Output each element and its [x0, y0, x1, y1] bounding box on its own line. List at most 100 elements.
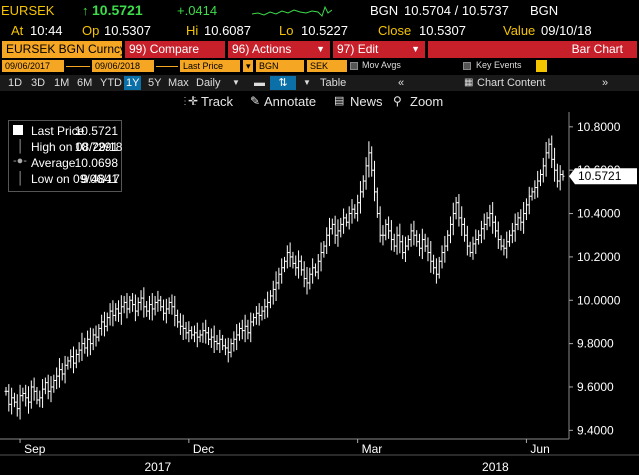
- expand-icon[interactable]: »: [602, 77, 609, 89]
- source-select[interactable]: BGN: [256, 60, 304, 72]
- frequency-dropdown-icon[interactable]: ▼: [232, 78, 240, 87]
- close-label: Close: [378, 23, 412, 38]
- key-events-checkbox[interactable]: [463, 62, 471, 70]
- annotate-icon: ✎: [250, 94, 261, 108]
- last-price-box: [569, 168, 637, 185]
- key-events-label: Key Events: [476, 60, 522, 70]
- period-ytd[interactable]: YTD: [100, 77, 122, 89]
- track-button[interactable]: Track: [201, 94, 234, 109]
- options-row: 09/06/2017 09/06/2018 Last Price ▾ BGN S…: [0, 59, 639, 73]
- collapse-icon[interactable]: «: [398, 77, 405, 89]
- period-bar: 1D 3D 1M 6M YTD 1Y 5Y Max Daily ▼ ▬ ⇅ ▼ …: [0, 75, 639, 91]
- low-tick-icon: │: [17, 171, 25, 185]
- legend-high-value: 10.7291: [74, 140, 118, 154]
- legend-low: │ Low on 09/06/17 9.4841: [9, 171, 121, 186]
- x-tick-label: Jun: [530, 442, 549, 456]
- legend-average-value: 10.0698: [74, 156, 118, 170]
- chevron-down-icon: ▼: [316, 44, 325, 54]
- period-6m[interactable]: 6M: [77, 77, 93, 89]
- average-line-icon: -●-: [13, 155, 27, 167]
- sparkline-icon: [252, 5, 332, 17]
- table-button[interactable]: Table: [320, 77, 347, 89]
- frequency-select[interactable]: Daily: [196, 77, 221, 89]
- period-1y[interactable]: 1Y: [124, 76, 142, 90]
- x-tick-label: Sep: [24, 442, 46, 456]
- legend-low-value: 9.4841: [81, 172, 118, 186]
- chart-type-label[interactable]: Bar Chart: [428, 41, 637, 58]
- zoom-button[interactable]: Zoom: [410, 94, 444, 109]
- chart-legend: Last Price 10.5721 │ High on 08/29/18 10…: [8, 120, 122, 192]
- style-dropdown-icon[interactable]: ▼: [303, 78, 311, 87]
- annotate-button[interactable]: Annotate: [264, 94, 317, 109]
- zoom-icon: ⚲: [393, 94, 402, 108]
- edit-label: Edit: [357, 42, 379, 56]
- line-style-icon[interactable]: ▬: [254, 77, 265, 89]
- last-price-label: 10.5721: [578, 169, 622, 183]
- end-date-input[interactable]: 09/06/2018: [92, 60, 154, 72]
- price-chart[interactable]: 10.800010.600010.400010.200010.00009.800…: [0, 112, 639, 475]
- at-value: 10:44: [30, 23, 63, 38]
- chart-content-icon: ▦: [464, 77, 474, 88]
- legend-high-label: High on 08/29/18: [31, 140, 123, 154]
- ticker-label[interactable]: EURSEK: [1, 3, 55, 18]
- y-tick-label: 9.8000: [577, 337, 614, 351]
- chevron-down-icon: ▼: [411, 44, 420, 54]
- grip-icon: ⋮⋮: [180, 96, 200, 107]
- y-tick-label: 9.4000: [577, 423, 614, 437]
- period-1d[interactable]: 1D: [8, 77, 23, 89]
- value-label: Value: [503, 23, 536, 38]
- legend-last-label: Last Price: [31, 124, 85, 138]
- y-tick-label: 10.2000: [577, 250, 621, 264]
- mov-avgs-checkbox[interactable]: [350, 62, 358, 70]
- news-button[interactable]: News: [350, 94, 383, 109]
- track-icon: ✛: [188, 94, 199, 108]
- close-value: 10.5307: [419, 23, 466, 38]
- x-axis: Sep Dec Mar Jun 2017 2018: [0, 438, 639, 474]
- news-icon: ▤: [334, 95, 345, 107]
- price-source: BGN: [370, 3, 399, 18]
- legend-average-label: Average: [31, 156, 76, 170]
- chart-content-button[interactable]: Chart Content: [477, 77, 546, 89]
- at-label: At: [11, 23, 24, 38]
- legend-average: -●- Average 10.0698: [9, 155, 121, 170]
- open-label: Op: [82, 23, 100, 38]
- price-bars: [4, 135, 565, 420]
- edit-number: 97: [337, 42, 351, 56]
- compare-label: Compare: [149, 42, 200, 56]
- legend-last-value: 10.5721: [74, 124, 118, 138]
- price-change: +.0414: [177, 3, 218, 18]
- quote-header: EURSEK ↑ 10.5721 +.0414 BGN 10.5704 / 10…: [0, 0, 639, 22]
- high-tick-icon: │: [17, 139, 25, 153]
- bar-style-icon[interactable]: ⇅: [270, 76, 296, 90]
- mov-avgs-label: Mov Avgs: [362, 60, 401, 70]
- high-value: 10.6087: [204, 23, 251, 38]
- low-label: Lo: [279, 23, 294, 38]
- actions-button[interactable]: 96) Actions ▼: [228, 41, 330, 58]
- period-3d[interactable]: 3D: [31, 77, 46, 89]
- currency-select[interactable]: SEK: [307, 60, 347, 72]
- field-separator: [156, 66, 178, 67]
- legend-low-label: Low on 09/06/17: [31, 172, 120, 186]
- field-dropdown-icon[interactable]: ▾: [243, 60, 253, 72]
- bid-ask: 10.5704 / 10.5737: [404, 3, 509, 18]
- y-tick-label: 10.4000: [577, 207, 621, 221]
- actions-label: Actions: [252, 42, 292, 56]
- compare-button[interactable]: 99) Compare: [125, 41, 225, 58]
- period-1m[interactable]: 1M: [54, 77, 70, 89]
- period-5y[interactable]: 5Y: [148, 77, 162, 89]
- x-year-label: 2018: [482, 460, 509, 474]
- edit-button[interactable]: 97) Edit ▼: [333, 41, 425, 58]
- start-date-input[interactable]: 09/06/2017: [2, 60, 64, 72]
- security-field[interactable]: EURSEK BGN Curncy: [2, 41, 126, 58]
- key-events-marker-icon[interactable]: [536, 60, 547, 72]
- function-toolbar: EURSEK BGN Curncy 99) Compare 96) Action…: [0, 40, 639, 58]
- period-max[interactable]: Max: [168, 77, 189, 89]
- legend-swatch-icon: [13, 125, 23, 135]
- compare-number: 99: [129, 42, 143, 56]
- legend-high: │ High on 08/29/18 10.7291: [9, 139, 123, 154]
- field-select[interactable]: Last Price: [180, 60, 240, 72]
- x-tick-label: Mar: [362, 442, 383, 456]
- chart-tools: ⋮⋮ ✛ Track ✎ Annotate ▤ News ⚲ Zoom: [0, 92, 639, 112]
- x-year-label: 2017: [144, 460, 171, 474]
- x-tick-label: Dec: [193, 442, 214, 456]
